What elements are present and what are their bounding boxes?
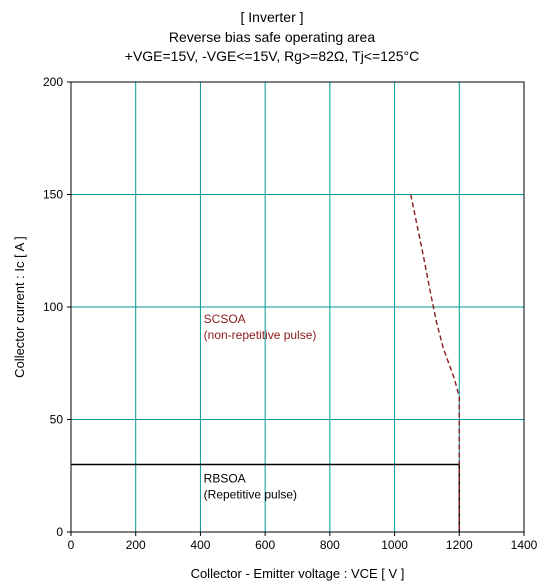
chart-conditions: +VGE=15V, -VGE<=15V, Rg>=82Ω, Tj<=125°C [124,48,420,64]
annotation-scsoa-line-1: (non-repetitive pulse) [204,328,317,342]
x-axis-label: Collector - Emitter voltage : VCE [ V ] [191,566,405,581]
chart-subtitle: Reverse bias safe operating area [168,29,376,45]
annotation-rbsoa-line-0: RBSOA [204,472,246,486]
series-line-scsoa [410,194,460,532]
y-tick-label: 150 [43,188,63,202]
y-tick-label: 50 [50,413,64,427]
y-tick-label: 100 [43,300,63,314]
x-tick-label: 0 [68,538,75,552]
x-tick-label: 400 [190,538,210,552]
x-tick-label: 1000 [381,538,408,552]
x-tick-label: 1400 [511,538,538,552]
chart-title: [ Inverter ] [240,9,304,25]
tick-labels: 0 200 400 600 800 1000 1200 1400 0 50 100 150 200 [43,75,538,552]
x-tick-label: 800 [320,538,340,552]
y-tick-label: 200 [43,75,63,89]
series-layer [71,194,460,532]
y-tick-label: 0 [56,525,63,539]
x-tick-label: 600 [255,538,275,552]
grid [71,82,524,532]
annotation-scsoa-line-0: SCSOA [204,312,246,326]
annotation-rbsoa-line-1: (Repetitive pulse) [204,488,297,502]
x-tick-label: 200 [126,538,146,552]
y-axis-label: Collector current : Ic [ A ] [12,236,27,378]
x-tick-label: 1200 [446,538,473,552]
annotations: SCSOA (non-repetitive pulse) RBSOA (Repetit… [204,312,317,502]
